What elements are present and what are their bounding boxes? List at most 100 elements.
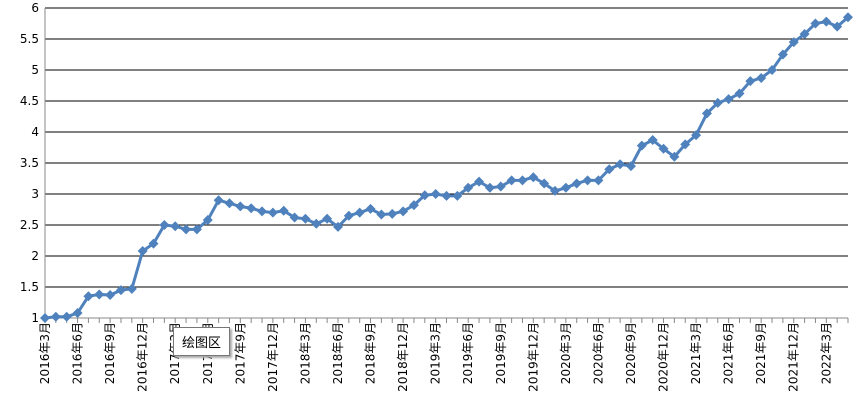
x-tick-label: 2021年3月: [689, 322, 703, 384]
marker: [40, 313, 50, 323]
y-tick-label: 6: [31, 1, 39, 15]
marker: [224, 198, 235, 209]
marker: [408, 200, 419, 211]
x-tick-label: 2019年6月: [461, 322, 475, 384]
marker: [604, 164, 615, 175]
marker: [322, 213, 333, 224]
marker: [474, 176, 485, 187]
y-tick-label: 2.5: [20, 218, 39, 232]
y-tick-label: 3.5: [20, 156, 39, 170]
marker: [332, 221, 343, 232]
x-tick-label: 2016年9月: [103, 322, 117, 384]
marker: [50, 311, 61, 322]
marker: [235, 201, 246, 212]
marker: [821, 16, 832, 27]
marker: [810, 18, 821, 29]
marker: [701, 108, 712, 119]
marker: [430, 189, 441, 199]
marker: [615, 159, 626, 170]
x-tick-label: 2021年6月: [722, 322, 736, 384]
marker: [126, 283, 137, 294]
y-tick-label: 3: [31, 187, 39, 201]
marker: [799, 29, 810, 40]
marker: [528, 172, 539, 183]
marker: [647, 135, 658, 146]
marker: [115, 285, 126, 296]
marker: [94, 289, 105, 300]
x-tick-label: 2021年12月: [787, 322, 801, 392]
tooltip: 绘图区: [173, 327, 231, 356]
marker: [213, 195, 224, 206]
marker: [354, 207, 365, 218]
marker: [625, 161, 636, 172]
x-tick-label: 2017年12月: [266, 322, 280, 392]
marker: [300, 213, 311, 224]
marker: [582, 175, 593, 186]
marker: [636, 140, 647, 151]
marker: [376, 209, 387, 220]
x-tick-label: 2017年9月: [233, 322, 247, 384]
marker: [669, 151, 680, 162]
marker: [170, 221, 181, 232]
marker: [843, 12, 853, 23]
marker: [712, 97, 723, 108]
marker: [257, 206, 268, 217]
y-tick-label: 4.5: [20, 94, 39, 108]
marker: [311, 218, 322, 229]
marker: [691, 130, 702, 141]
marker: [832, 21, 843, 32]
x-tick-label: 2020年3月: [559, 322, 573, 384]
x-tick-label: 2018年9月: [364, 322, 378, 384]
marker: [777, 49, 788, 60]
marker: [560, 182, 571, 193]
marker: [419, 190, 430, 201]
x-tick-label: 2020年9月: [624, 322, 638, 384]
x-tick-label: 2021年9月: [754, 322, 768, 384]
marker: [484, 182, 495, 193]
y-tick-label: 2: [31, 249, 39, 263]
marker: [387, 208, 398, 219]
marker: [680, 139, 691, 150]
marker: [463, 182, 474, 193]
marker: [202, 215, 213, 226]
marker: [441, 190, 452, 201]
marker: [61, 311, 72, 322]
y-tick-label: 4: [31, 125, 39, 139]
marker: [137, 246, 148, 257]
marker: [723, 94, 734, 105]
marker: [343, 210, 354, 221]
marker: [83, 291, 94, 302]
y-tick-label: 5: [31, 63, 39, 77]
marker: [745, 76, 756, 87]
x-tick-label: 2018年6月: [331, 322, 345, 384]
y-tick-label: 1: [31, 311, 39, 325]
y-tick-label: 1.5: [20, 280, 39, 294]
y-tick-label: 5.5: [20, 32, 39, 46]
marker: [278, 205, 289, 216]
marker: [571, 178, 582, 189]
marker: [181, 224, 192, 235]
x-tick-label: 2022年3月: [819, 322, 833, 384]
marker: [398, 206, 409, 217]
x-tick-label: 2019年9月: [494, 322, 508, 384]
x-tick-label: 2016年3月: [38, 322, 52, 384]
marker: [550, 185, 561, 196]
x-tick-label: 2018年12月: [396, 322, 410, 392]
marker: [517, 175, 528, 186]
marker: [267, 207, 278, 218]
marker: [788, 37, 799, 48]
marker: [159, 220, 170, 230]
x-tick-label: 2020年6月: [591, 322, 605, 384]
marker: [734, 88, 745, 99]
x-tick-label: 2019年12月: [526, 322, 540, 392]
marker: [72, 308, 83, 319]
x-tick-label: 2016年6月: [71, 322, 85, 384]
marker: [756, 73, 767, 84]
marker: [539, 178, 550, 189]
marker: [105, 290, 116, 301]
x-tick-label: 2020年12月: [657, 322, 671, 392]
marker: [289, 212, 300, 223]
marker: [658, 143, 669, 154]
